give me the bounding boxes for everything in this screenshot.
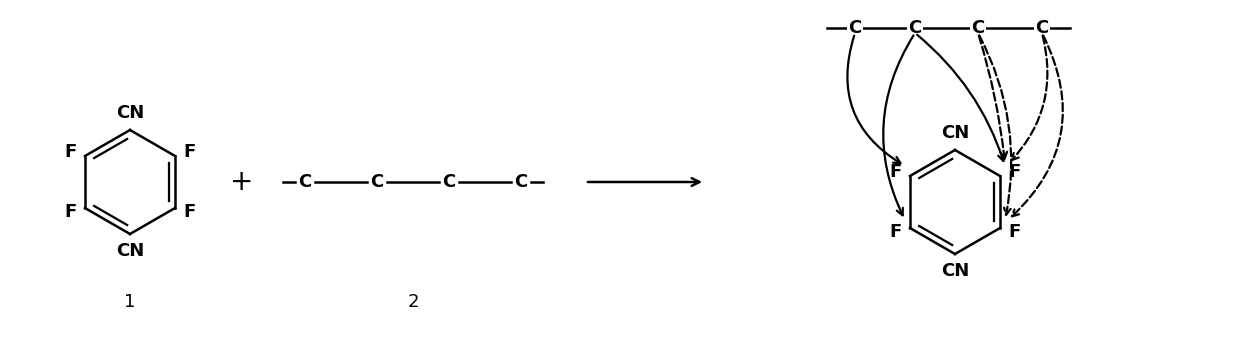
Text: F: F xyxy=(1008,163,1021,181)
Text: F: F xyxy=(64,203,77,221)
Text: F: F xyxy=(890,163,901,181)
Text: 2: 2 xyxy=(407,293,419,311)
Text: F: F xyxy=(184,143,195,161)
Text: +: + xyxy=(231,168,254,196)
Text: C: C xyxy=(515,173,528,191)
Text: C: C xyxy=(1035,19,1049,37)
Text: CN: CN xyxy=(941,124,970,142)
Text: 1: 1 xyxy=(124,293,135,311)
Text: CN: CN xyxy=(115,242,144,260)
Text: CN: CN xyxy=(941,262,970,280)
Text: F: F xyxy=(1008,223,1021,241)
Text: C: C xyxy=(848,19,862,37)
Text: C: C xyxy=(443,173,455,191)
Text: C: C xyxy=(299,173,311,191)
Text: F: F xyxy=(64,143,77,161)
Text: F: F xyxy=(184,203,195,221)
Text: C: C xyxy=(909,19,921,37)
Text: C: C xyxy=(371,173,383,191)
Text: F: F xyxy=(890,223,901,241)
Text: CN: CN xyxy=(115,104,144,122)
Text: C: C xyxy=(971,19,985,37)
